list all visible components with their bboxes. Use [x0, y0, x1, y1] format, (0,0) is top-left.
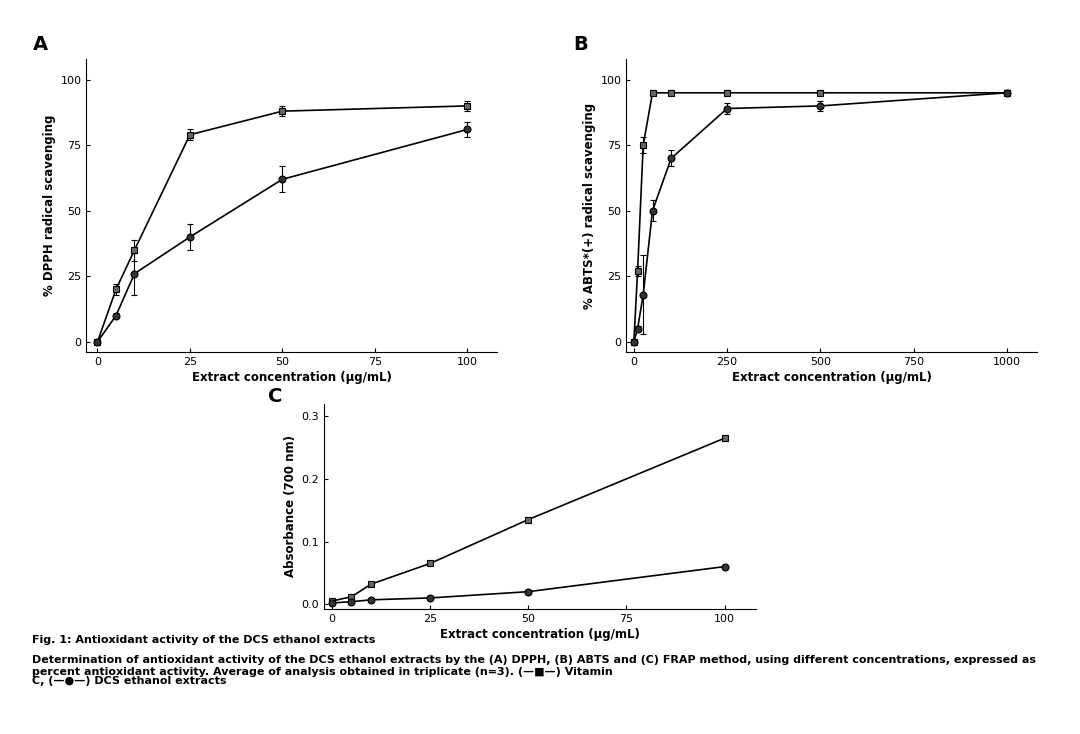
- Text: C: C: [268, 388, 282, 406]
- Text: C, (—●—) DCS ethanol extracts: C, (—●—) DCS ethanol extracts: [32, 676, 227, 686]
- Text: Fig. 1: Antioxidant activity of the DCS ethanol extracts: Fig. 1: Antioxidant activity of the DCS …: [32, 635, 376, 645]
- X-axis label: Extract concentration (μg/mL): Extract concentration (μg/mL): [440, 628, 640, 642]
- Y-axis label: % ABTS*(+) radical scavenging: % ABTS*(+) radical scavenging: [583, 103, 596, 308]
- Text: A: A: [33, 35, 49, 54]
- Text: Determination of antioxidant activity of the DCS ethanol extracts by the (A) DPP: Determination of antioxidant activity of…: [32, 655, 1037, 677]
- Text: B: B: [573, 35, 588, 54]
- X-axis label: Extract concentration (μg/mL): Extract concentration (μg/mL): [731, 371, 932, 385]
- Y-axis label: % DPPH radical scavenging: % DPPH radical scavenging: [43, 115, 56, 297]
- Y-axis label: Absorbance (700 nm): Absorbance (700 nm): [284, 435, 297, 578]
- X-axis label: Extract concentration (μg/mL): Extract concentration (μg/mL): [191, 371, 392, 385]
